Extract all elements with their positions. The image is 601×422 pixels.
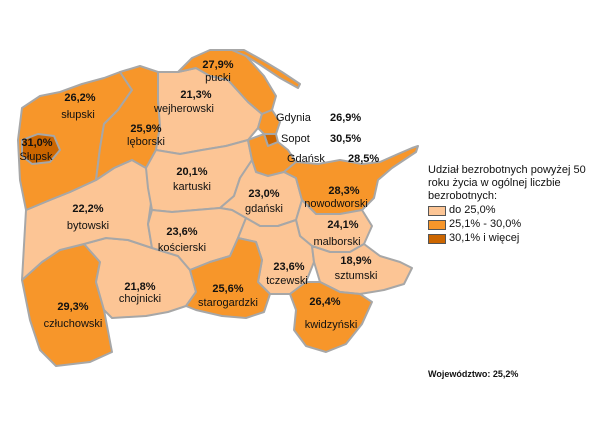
region-value-starogardzki: 25,6% — [212, 283, 243, 295]
region-name-slupski: słupski — [61, 109, 95, 121]
region-value-pucki: 27,9% — [202, 59, 233, 71]
region-name-nowodworski: nowodworski — [304, 198, 368, 210]
city-name-gdansk: Gdańsk — [287, 153, 325, 165]
legend-swatch-high — [428, 233, 446, 244]
city-value-gdansk: 28,5% — [348, 153, 379, 165]
region-name-slupsk: Słupsk — [19, 151, 53, 163]
region-pucki[interactable] — [177, 49, 277, 115]
region-value-sztumski: 18,9% — [340, 255, 371, 267]
region-value-kwidzynski: 26,4% — [309, 296, 340, 308]
region-value-slupski: 26,2% — [64, 92, 95, 104]
regions-layer — [17, 49, 419, 367]
legend-title: Udział bezrobotnych powyżej 50 roku życi… — [428, 164, 586, 202]
labels-layer: 27,9%pucki 21,3% wejherowski 26,2% słupski 31… — [19, 59, 377, 331]
region-value-nowodworski: 28,3% — [328, 185, 359, 197]
region-starogardzki[interactable] — [185, 237, 271, 319]
legend-swatch-mid — [428, 219, 446, 230]
region-name-tczewski: tczewski — [266, 275, 308, 287]
region-value-koscierski: 23,6% — [166, 226, 197, 238]
city-labels-layer: Gdynia 26,9% Sopot 30,5% Gdańsk 28,5% — [276, 112, 379, 165]
region-slupsk[interactable] — [21, 133, 61, 165]
region-value-kartuski: 20,1% — [176, 166, 207, 178]
city-name-gdynia: Gdynia — [276, 112, 312, 124]
region-name-chojnicki: chojnicki — [119, 293, 161, 305]
region-value-tczewski: 23,6% — [273, 261, 304, 273]
city-name-sopot: Sopot — [281, 133, 310, 145]
region-value-czluchowski: 29,3% — [57, 301, 88, 313]
region-name-pucki: pucki — [205, 72, 231, 84]
legend-item-high: 30,1% i więcej — [428, 232, 588, 245]
region-name-wejherowski: wejherowski — [153, 103, 214, 115]
region-hel-peninsula[interactable] — [231, 49, 301, 89]
legend-label-mid: 25,1% - 30,0% — [449, 218, 522, 230]
legend-item-low: do 25,0% — [428, 204, 588, 217]
region-kwidzynski[interactable] — [289, 281, 373, 353]
region-name-czluchowski: człuchowski — [44, 318, 103, 330]
legend: Udział bezrobotnych powyżej 50 roku życi… — [428, 164, 588, 245]
region-name-starogardzki: starogardzki — [198, 297, 258, 309]
region-name-malborski: malborski — [313, 236, 360, 248]
city-value-sopot: 30,5% — [330, 133, 361, 145]
legend-swatch-low — [428, 205, 446, 216]
region-name-leborski: lęborski — [127, 136, 165, 148]
region-name-sztumski: sztumski — [335, 270, 378, 282]
region-value-malborski: 24,1% — [327, 219, 358, 231]
region-name-kwidzynski: kwidzyński — [305, 319, 358, 331]
region-name-koscierski: kościerski — [158, 242, 206, 254]
legend-label-low: do 25,0% — [449, 204, 496, 216]
region-name-gdanski: gdański — [245, 203, 283, 215]
region-value-leborski: 25,9% — [130, 123, 161, 135]
region-value-chojnicki: 21,8% — [124, 281, 155, 293]
region-value-gdanski: 23,0% — [248, 188, 279, 200]
region-value-bytowski: 22,2% — [72, 203, 103, 215]
city-value-gdynia: 26,9% — [330, 112, 361, 124]
voivodeship-total: Województwo: 25,2% — [428, 369, 519, 379]
region-value-slupsk: 31,0% — [21, 137, 52, 149]
region-value-wejherowski: 21,3% — [180, 89, 211, 101]
legend-label-high: 30,1% i więcej — [449, 232, 520, 244]
region-name-bytowski: bytowski — [67, 220, 109, 232]
region-name-kartuski: kartuski — [173, 181, 211, 193]
legend-item-mid: 25,1% - 30,0% — [428, 218, 588, 231]
